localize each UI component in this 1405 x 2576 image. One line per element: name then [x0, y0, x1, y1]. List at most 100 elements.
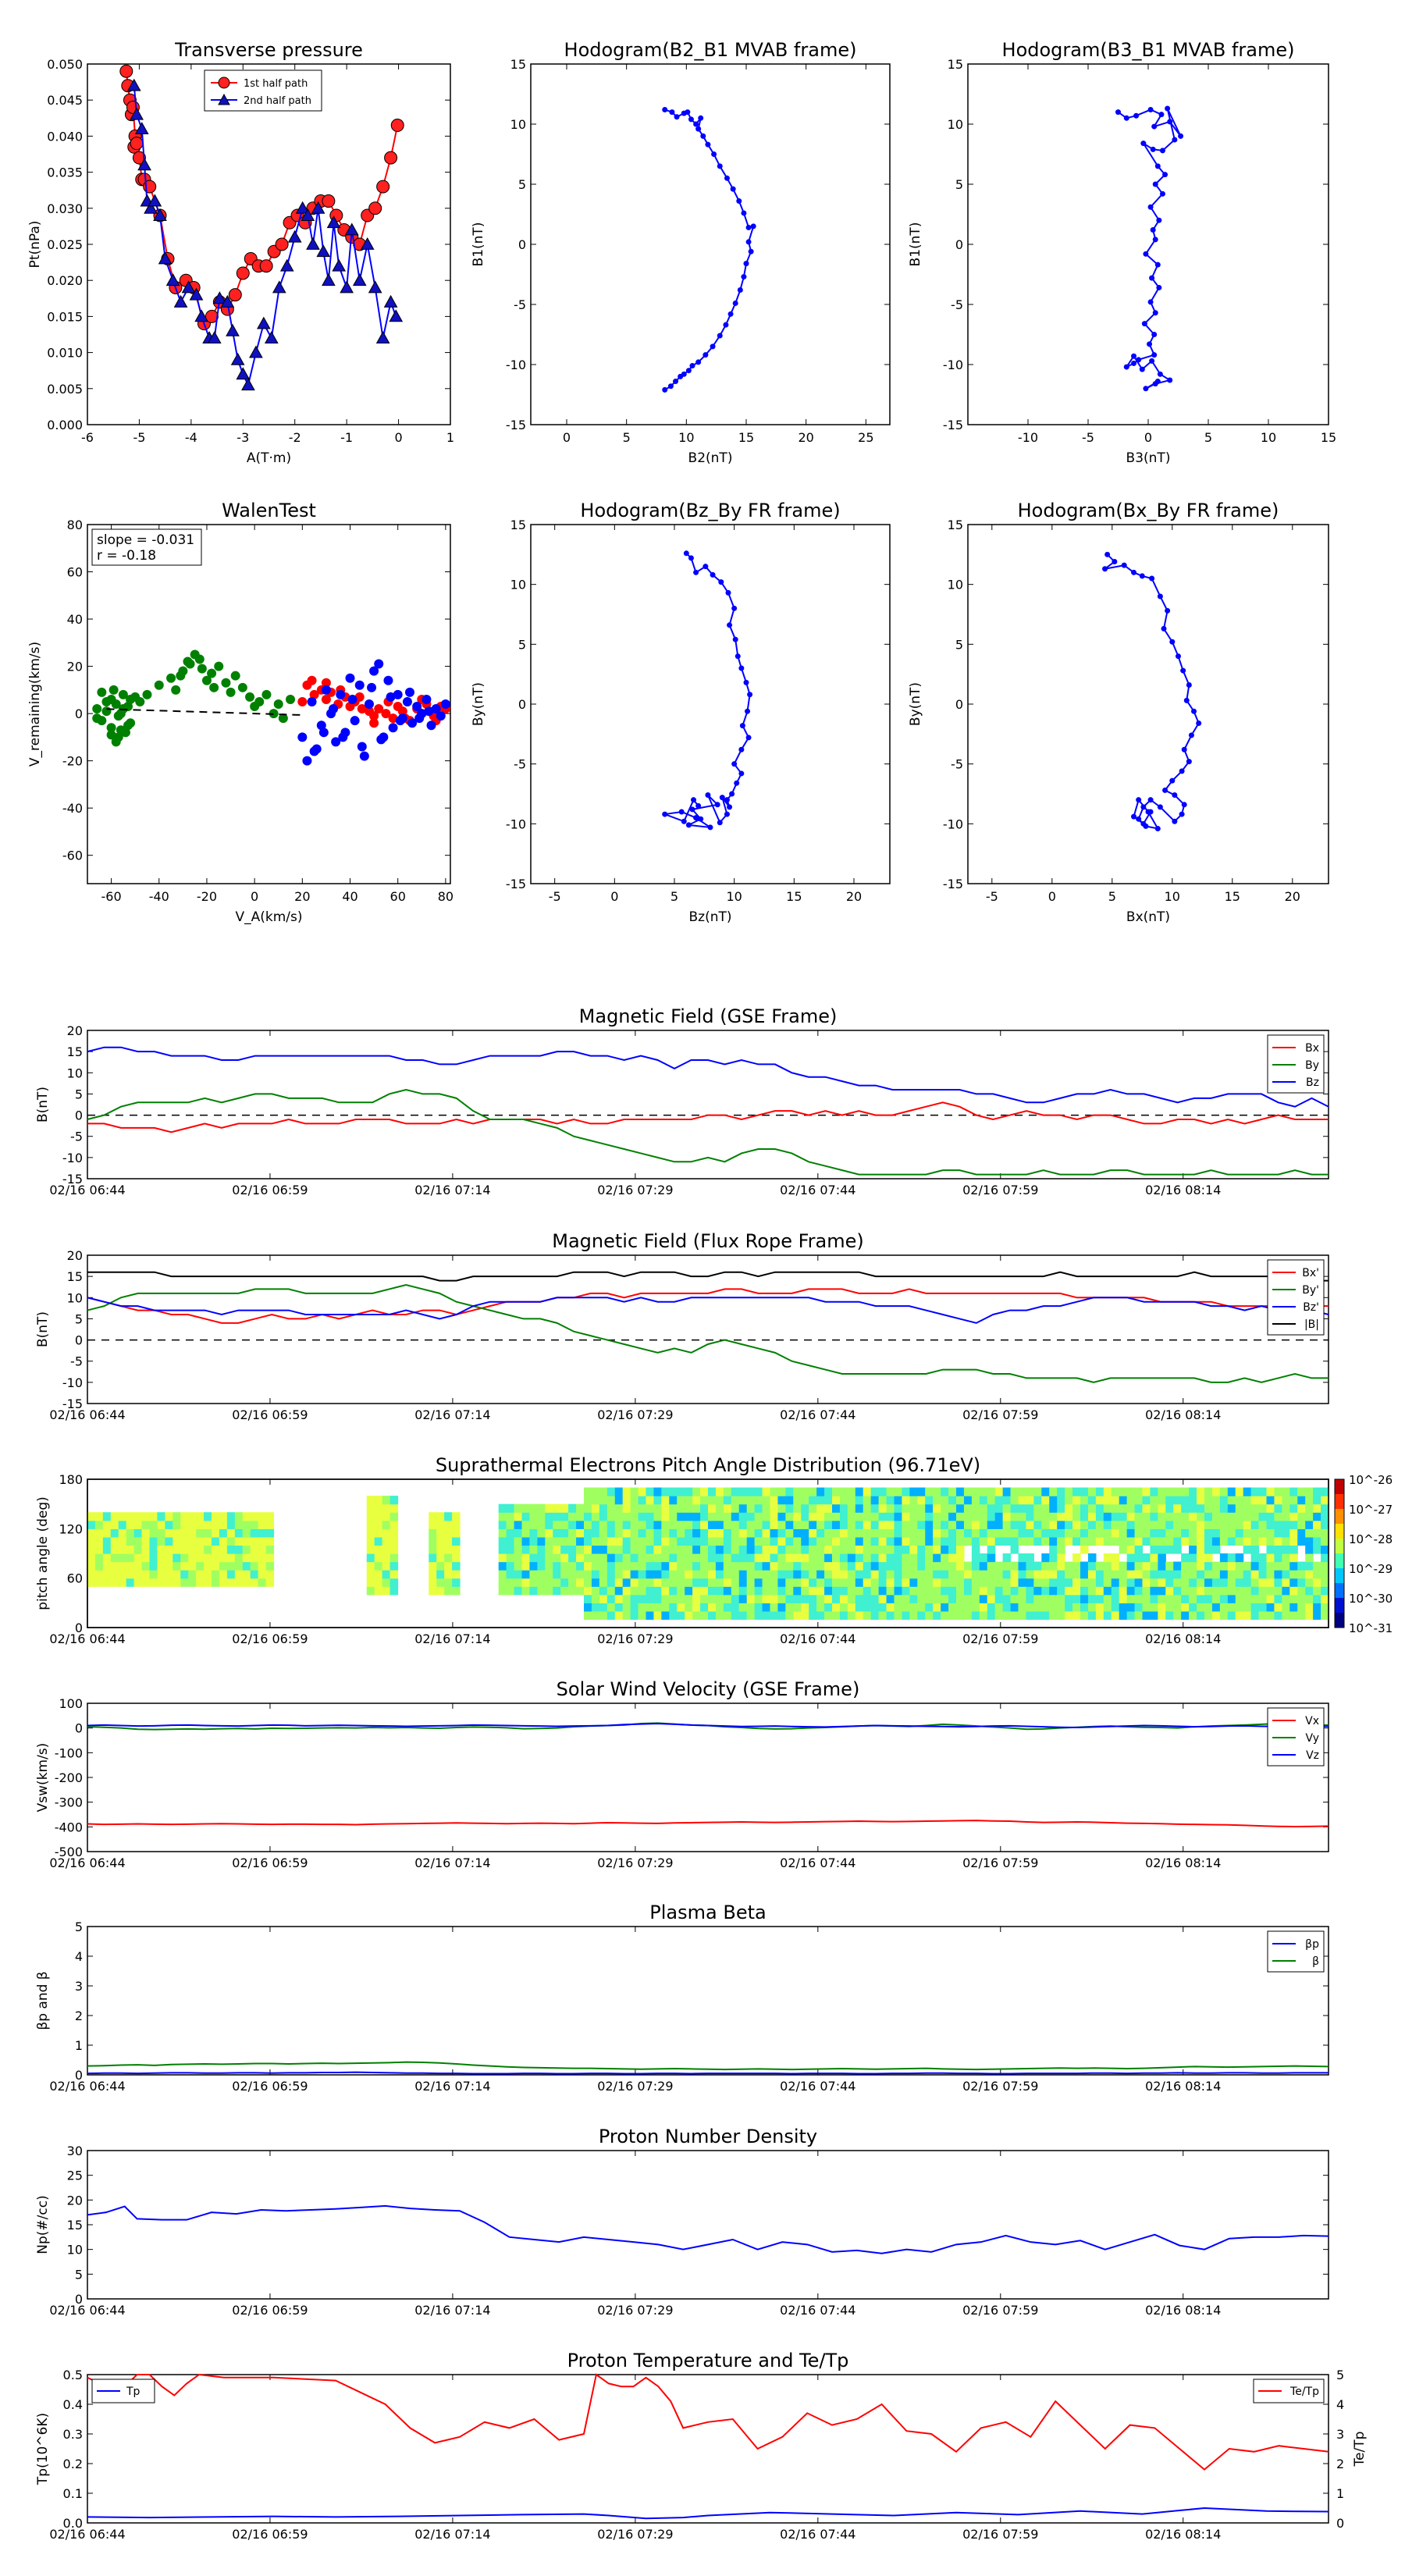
pad-cell	[614, 1586, 624, 1596]
pad-cell	[1150, 1487, 1158, 1496]
pad-cell	[653, 1487, 662, 1496]
pad-cell	[265, 1553, 275, 1563]
pad-cell	[1258, 1512, 1268, 1521]
hodo4-ytick-label: 0	[955, 697, 963, 712]
pad-cell	[847, 1561, 856, 1571]
pad-cell	[715, 1586, 724, 1596]
pad-cell	[1189, 1553, 1197, 1563]
walen-point	[230, 671, 240, 681]
pad-cell	[576, 1528, 585, 1538]
pad-cell	[622, 1578, 631, 1587]
pad-cell	[816, 1586, 825, 1596]
pad-cell	[909, 1586, 918, 1596]
pad-cell	[646, 1553, 655, 1563]
bgse-ytick-label: 5	[75, 1087, 83, 1101]
pad-cell	[545, 1520, 553, 1529]
hodo2-point	[1172, 137, 1178, 143]
pad-cell	[785, 1570, 794, 1579]
hodo4-ytick-label: -5	[951, 757, 963, 772]
pad-cell	[692, 1561, 701, 1571]
pad-cell	[677, 1487, 685, 1496]
beta-legend	[1267, 1930, 1325, 1973]
pad-cell	[692, 1536, 701, 1546]
pad-cell	[545, 1586, 553, 1596]
tp-ylabel: Tp(10^6K)	[35, 2413, 51, 2485]
pad-cell	[1158, 1578, 1166, 1587]
pad-cell	[1126, 1536, 1136, 1546]
pad-cell	[1204, 1536, 1213, 1546]
walen-point	[307, 675, 317, 685]
pt-point	[212, 291, 227, 304]
pad-cell	[669, 1570, 678, 1579]
pad-cell	[599, 1561, 608, 1571]
pad-cell	[801, 1487, 809, 1496]
bgse-ytick-label: 20	[67, 1023, 83, 1038]
pad-cell	[839, 1561, 848, 1571]
hodo4-ytick-label: -10	[943, 817, 963, 831]
pad-cell	[444, 1561, 453, 1571]
pad-cell	[770, 1586, 779, 1596]
pad-cell	[925, 1528, 934, 1538]
walen-xtick-label: 20	[294, 889, 310, 904]
pad-cell	[553, 1536, 561, 1546]
pad-cell	[941, 1503, 949, 1513]
hodo4-point	[1186, 759, 1192, 765]
pad-cell	[1010, 1545, 1019, 1554]
pad-cell	[157, 1536, 165, 1546]
walen-ytick-label: 0	[75, 706, 83, 721]
pad-cell	[429, 1578, 437, 1587]
pad-cell	[1258, 1528, 1268, 1538]
pad-cell	[1204, 1553, 1213, 1563]
pad-cell	[157, 1520, 165, 1529]
pad-cell	[816, 1536, 825, 1546]
hodo3-xtick-label: 15	[786, 889, 802, 904]
pad-cell	[1087, 1520, 1097, 1529]
pad-cell	[925, 1496, 934, 1505]
pad-cell	[506, 1570, 515, 1579]
pad-cell	[1111, 1586, 1120, 1596]
pad-cell	[180, 1570, 189, 1579]
walen-point	[388, 723, 398, 733]
bgse-ytick-label: -15	[62, 1172, 83, 1187]
pad-cell	[498, 1503, 507, 1513]
pad-cell	[374, 1561, 383, 1571]
pad-cell	[1274, 1503, 1282, 1513]
beta-ytick-label: 3	[75, 1979, 83, 1994]
pad-cell	[971, 1570, 980, 1579]
pad-cell	[529, 1536, 538, 1546]
pad-cell	[956, 1603, 965, 1612]
pad-cell	[560, 1553, 569, 1563]
pad-cell	[1289, 1487, 1298, 1496]
pad-cell	[1103, 1603, 1112, 1612]
pad-cell	[1165, 1561, 1174, 1571]
pad-cell	[498, 1512, 507, 1521]
pad-cell	[894, 1545, 903, 1554]
hodo3-point	[691, 797, 697, 803]
pad-cell	[606, 1520, 616, 1529]
pad-cell	[824, 1610, 833, 1621]
pad-cell	[809, 1570, 817, 1579]
pad-cell	[1087, 1586, 1097, 1596]
pad-cell	[692, 1487, 701, 1496]
pad-cell	[878, 1610, 887, 1621]
pad-cell	[614, 1610, 624, 1621]
pad-cell	[723, 1512, 732, 1521]
pad-cell	[1243, 1594, 1252, 1603]
pad-cell	[832, 1512, 841, 1521]
beta-ytick-label: 5	[75, 1920, 83, 1934]
pad-cell	[839, 1570, 848, 1579]
pad-cell	[1274, 1586, 1282, 1596]
pad-cell	[1321, 1487, 1329, 1496]
pad-cell	[1150, 1578, 1158, 1587]
hodo2-point	[1141, 321, 1147, 327]
np-ytick-label: 25	[67, 2169, 83, 2183]
pad-cell	[685, 1487, 693, 1496]
pad-cell	[1033, 1528, 1042, 1538]
pad-cell	[1313, 1496, 1321, 1505]
pad-cell	[1235, 1570, 1244, 1579]
pad-cell	[1227, 1487, 1236, 1496]
pad-cell	[1057, 1528, 1065, 1538]
beta-time-label: 02/16 06:59	[232, 2079, 308, 2094]
pad-cell	[630, 1561, 639, 1571]
